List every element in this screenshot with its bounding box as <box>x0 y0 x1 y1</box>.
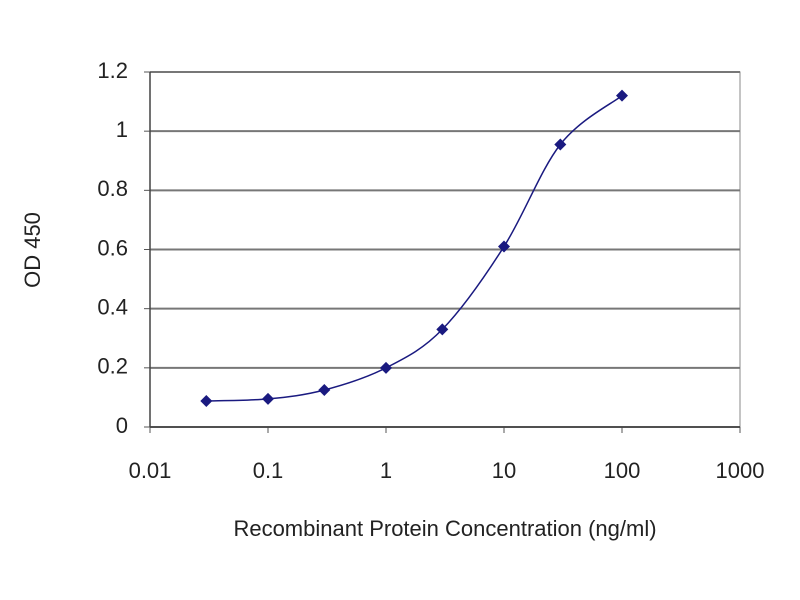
x-tick-label: 10 <box>492 458 516 483</box>
y-tick-label: 0.2 <box>97 354 128 379</box>
point <box>498 240 510 253</box>
y-tick-label: 1 <box>116 117 128 142</box>
y-tick-label: 1.2 <box>97 58 128 83</box>
point <box>616 89 628 102</box>
x-tick-label: 1000 <box>716 458 765 483</box>
y-tick-label: 0 <box>116 413 128 438</box>
x-tick-label: 1 <box>380 458 392 483</box>
x-tick-label: 0.01 <box>129 458 172 483</box>
point <box>554 138 567 151</box>
point <box>380 361 392 374</box>
point <box>262 392 274 405</box>
x-axis-label: Recombinant Protein Concentration (ng/ml… <box>233 516 656 541</box>
y-tick-label: 0.6 <box>97 235 128 260</box>
point <box>200 394 213 407</box>
x-tick-label: 100 <box>604 458 641 483</box>
curve <box>206 95 623 402</box>
y-tick-label: 0.8 <box>97 176 128 201</box>
point <box>318 384 331 397</box>
y-axis-label: OD 450 <box>20 212 45 288</box>
point <box>436 323 449 336</box>
x-tick-label: 0.1 <box>253 458 284 483</box>
y-tick-label: 0.4 <box>97 294 128 319</box>
